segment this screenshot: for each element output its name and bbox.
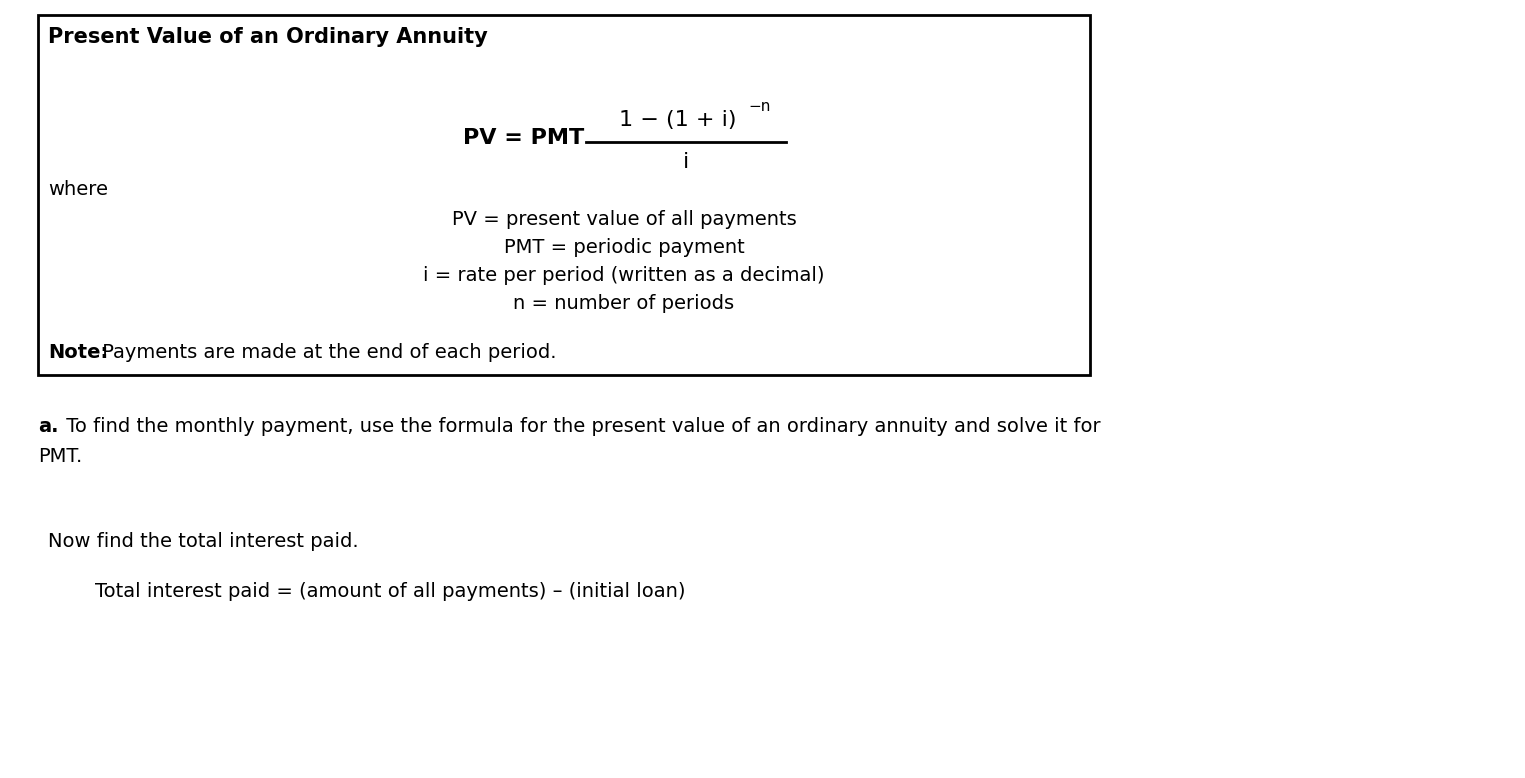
Text: i = rate per period (written as a decimal): i = rate per period (written as a decima…	[424, 266, 825, 285]
Text: 1 − (1 + i): 1 − (1 + i)	[619, 110, 737, 130]
Text: To find the monthly payment, use the formula for the present value of an ordinar: To find the monthly payment, use the for…	[59, 417, 1101, 436]
Text: PV = PMT: PV = PMT	[462, 128, 584, 148]
FancyBboxPatch shape	[38, 15, 1090, 375]
Text: Now find the total interest paid.: Now find the total interest paid.	[47, 532, 358, 551]
Text: Payments are made at the end of each period.: Payments are made at the end of each per…	[96, 343, 557, 362]
Text: Note:: Note:	[47, 343, 108, 362]
Text: where: where	[47, 180, 108, 199]
Text: PMT = periodic payment: PMT = periodic payment	[503, 238, 744, 257]
Text: PMT.: PMT.	[38, 447, 82, 466]
Text: a.: a.	[38, 417, 58, 436]
Text: −n: −n	[747, 99, 770, 114]
Text: PV = present value of all payments: PV = present value of all payments	[451, 210, 796, 229]
Text: Total interest paid = (amount of all payments) – (initial loan): Total interest paid = (amount of all pay…	[95, 582, 686, 601]
Text: n = number of periods: n = number of periods	[514, 294, 735, 313]
Text: Present Value of an Ordinary Annuity: Present Value of an Ordinary Annuity	[47, 27, 488, 47]
Text: i: i	[683, 152, 689, 172]
